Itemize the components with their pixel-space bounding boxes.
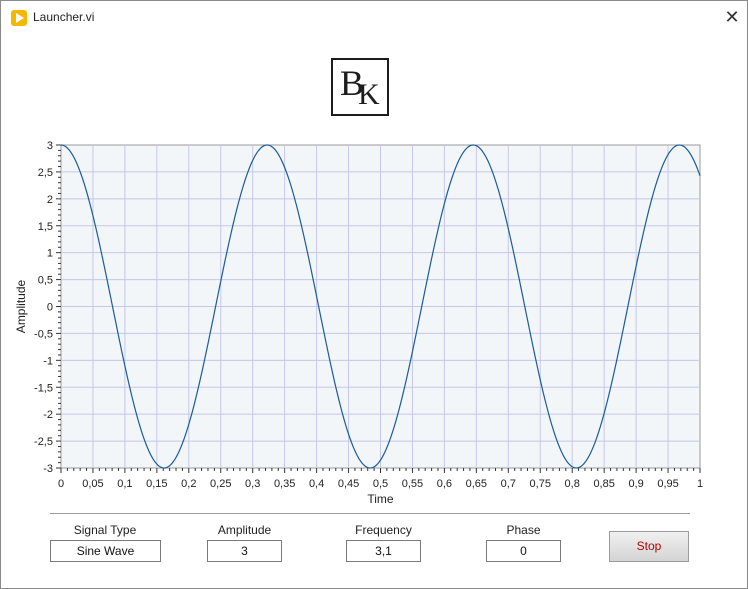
bk-logo: B K: [331, 58, 389, 116]
x-axis-label: Time: [367, 492, 394, 506]
x-tick-label: 0,95: [657, 478, 678, 490]
y-tick-label: -1,5: [34, 382, 53, 394]
controls-separator: [50, 513, 690, 514]
x-tick-label: 0,35: [274, 478, 295, 490]
x-tick-label: 0,7: [501, 478, 516, 490]
frequency-field[interactable]: 3,1: [346, 540, 421, 562]
x-tick-label: 0,6: [437, 478, 452, 490]
x-tick-label: 0,65: [466, 478, 487, 490]
title-bar: Launcher.vi ✕: [1, 1, 747, 34]
x-tick-label: 0,3: [245, 478, 260, 490]
y-tick-label: 0: [47, 302, 53, 314]
amplitude-field[interactable]: 3: [207, 540, 282, 562]
y-tick-label: -0,5: [34, 328, 53, 340]
y-tick-label: -2,5: [34, 436, 53, 448]
x-tick-label: 0,1: [117, 478, 132, 490]
x-tick-label: 0,25: [210, 478, 231, 490]
labview-run-icon: [11, 10, 27, 26]
x-tick-label: 0,75: [530, 478, 551, 490]
y-tick-label: -3: [43, 463, 53, 475]
signal-type-label: Signal Type: [73, 523, 137, 537]
x-tick-label: 0,8: [565, 478, 580, 490]
waveform-chart: 0 0,05 0,1 0,15 0,2 0,25 0,3 0,35 0,4 0,45 0,5 0,55…: [0, 130, 748, 510]
y-tick-label: -1: [43, 355, 53, 367]
frequency-label: Frequency: [355, 523, 412, 537]
logo-letter-b: B: [340, 63, 365, 103]
x-tick-label: 0,55: [402, 478, 423, 490]
close-button[interactable]: ✕: [717, 1, 747, 34]
stop-button[interactable]: Stop: [609, 531, 689, 562]
y-tick-label: 2,5: [38, 167, 53, 179]
phase-field[interactable]: 0: [486, 540, 561, 562]
sine-wave-series: [60, 144, 701, 469]
x-tick-label: 0,5: [373, 478, 388, 490]
y-tick-label: 1,5: [38, 221, 53, 233]
x-tick-label: 0,05: [82, 478, 103, 490]
y-axis-label: Amplitude: [14, 280, 28, 334]
signal-type-select[interactable]: Sine Wave: [50, 540, 161, 562]
x-tick-label: 0,85: [593, 478, 614, 490]
phase-label: Phase: [506, 523, 541, 537]
x-tick-label: 0,45: [338, 478, 359, 490]
x-tick-label: 0,2: [181, 478, 196, 490]
y-tick-label: 3: [47, 140, 53, 152]
amplitude-label: Amplitude: [217, 523, 272, 537]
x-tick-label: 1: [697, 478, 703, 490]
x-tick-label: 0,9: [628, 478, 643, 490]
waveform-chart-svg: 0 0,05 0,1 0,15 0,2 0,25 0,3 0,35 0,4 0,45 0,5 0,55…: [14, 140, 703, 506]
y-tick-label: 1: [47, 248, 53, 260]
close-icon: ✕: [724, 7, 740, 27]
x-tick-label: 0,15: [146, 478, 167, 490]
logo-letter-k: K: [358, 78, 380, 111]
x-tick-label: 0: [58, 478, 64, 490]
y-tick-label: 2: [47, 194, 53, 206]
y-tick-label: -2: [43, 409, 53, 421]
window-title: Launcher.vi: [33, 10, 95, 24]
x-tick-label: 0,4: [309, 478, 324, 490]
y-tick-label: 0,5: [38, 275, 53, 287]
